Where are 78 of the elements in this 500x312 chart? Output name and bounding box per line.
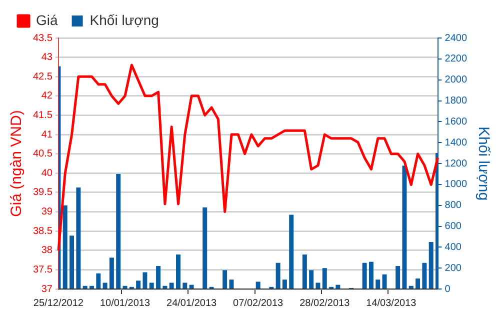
y-tick-label: 39	[41, 206, 53, 218]
bar	[122, 286, 128, 288]
bar	[189, 284, 194, 288]
y-tick-label: 41	[41, 129, 53, 140]
y2-tick-label: 400	[444, 242, 462, 253]
x-tick-label: 14/03/2013	[366, 298, 417, 309]
bar	[102, 282, 108, 288]
y-tick-label: 42.5	[32, 71, 53, 82]
bar	[169, 282, 174, 288]
y-tick-label: 39.5	[32, 187, 53, 198]
bar	[289, 214, 294, 288]
x-tick-label: 28/02/2013	[300, 298, 350, 309]
bar	[149, 282, 154, 288]
y2-tick-label: 1800	[444, 96, 468, 106]
bar	[336, 284, 340, 288]
bar	[256, 282, 260, 288]
bar	[162, 286, 168, 288]
bar	[362, 262, 367, 288]
y-tick-label: 40	[41, 168, 53, 179]
x-tick-label: 25/12/2012	[33, 298, 84, 309]
bar	[309, 270, 314, 288]
bar	[89, 286, 94, 288]
bar	[142, 272, 148, 288]
bar	[156, 266, 161, 288]
bar	[229, 280, 234, 288]
bar	[182, 282, 188, 288]
y2-tick-label: 2400	[444, 32, 468, 44]
y-tick-label: 42	[41, 90, 53, 102]
y-tick-label: 37	[41, 284, 53, 295]
y2-tick-label: 1400	[444, 137, 468, 148]
bar	[62, 205, 68, 288]
bar	[428, 242, 434, 288]
bar	[316, 282, 320, 288]
y-tick-label: 40.5	[32, 148, 53, 160]
bar	[202, 207, 208, 288]
y-tick-label: 43.5	[32, 32, 53, 44]
y-tick-label: 43	[41, 52, 53, 64]
bar	[76, 188, 81, 288]
bar	[368, 262, 374, 288]
bar	[82, 286, 88, 288]
y2-tick-label: 2000	[444, 74, 468, 86]
bar	[222, 270, 228, 288]
legend-label: Khối lượng	[90, 12, 159, 28]
y-tick-label: 38	[41, 245, 53, 256]
bar	[116, 174, 121, 288]
y-axis-title: Giá (ngàn VND)	[8, 110, 26, 217]
y2-axis-title: Khối lượng	[474, 126, 492, 201]
bar	[376, 280, 380, 288]
y-tick-label: 38.5	[32, 226, 53, 237]
bar	[408, 286, 414, 288]
y2-tick-label: 0	[444, 284, 451, 295]
legend-label: Giá	[36, 12, 58, 28]
y2-tick-label: 200	[444, 262, 462, 274]
y2-tick-label: 1600	[444, 116, 468, 128]
bar	[302, 254, 307, 288]
bar	[282, 280, 287, 288]
bar	[96, 273, 101, 288]
bar	[176, 254, 180, 288]
x-tick-label: 07/02/2013	[233, 298, 284, 309]
bar	[276, 262, 280, 288]
y2-tick-label: 800	[444, 200, 462, 212]
bar	[382, 274, 387, 288]
bar	[402, 166, 407, 288]
x-tick-label: 24/01/2013	[166, 298, 218, 309]
bar	[136, 280, 141, 288]
bar	[396, 266, 400, 288]
y2-tick-label: 2200	[444, 54, 468, 65]
bar	[322, 268, 327, 288]
y2-tick-label: 600	[444, 221, 462, 232]
y2-tick-label: 1200	[444, 158, 468, 170]
y2-tick-label: 1000	[444, 179, 468, 190]
bar	[70, 236, 74, 288]
bar	[422, 262, 427, 288]
bar	[416, 278, 420, 288]
x-tick-label: 10/01/2013	[100, 298, 150, 309]
y-tick-label: 41.5	[32, 110, 53, 121]
bar	[109, 258, 114, 288]
y-tick-label: 37.5	[32, 264, 53, 276]
